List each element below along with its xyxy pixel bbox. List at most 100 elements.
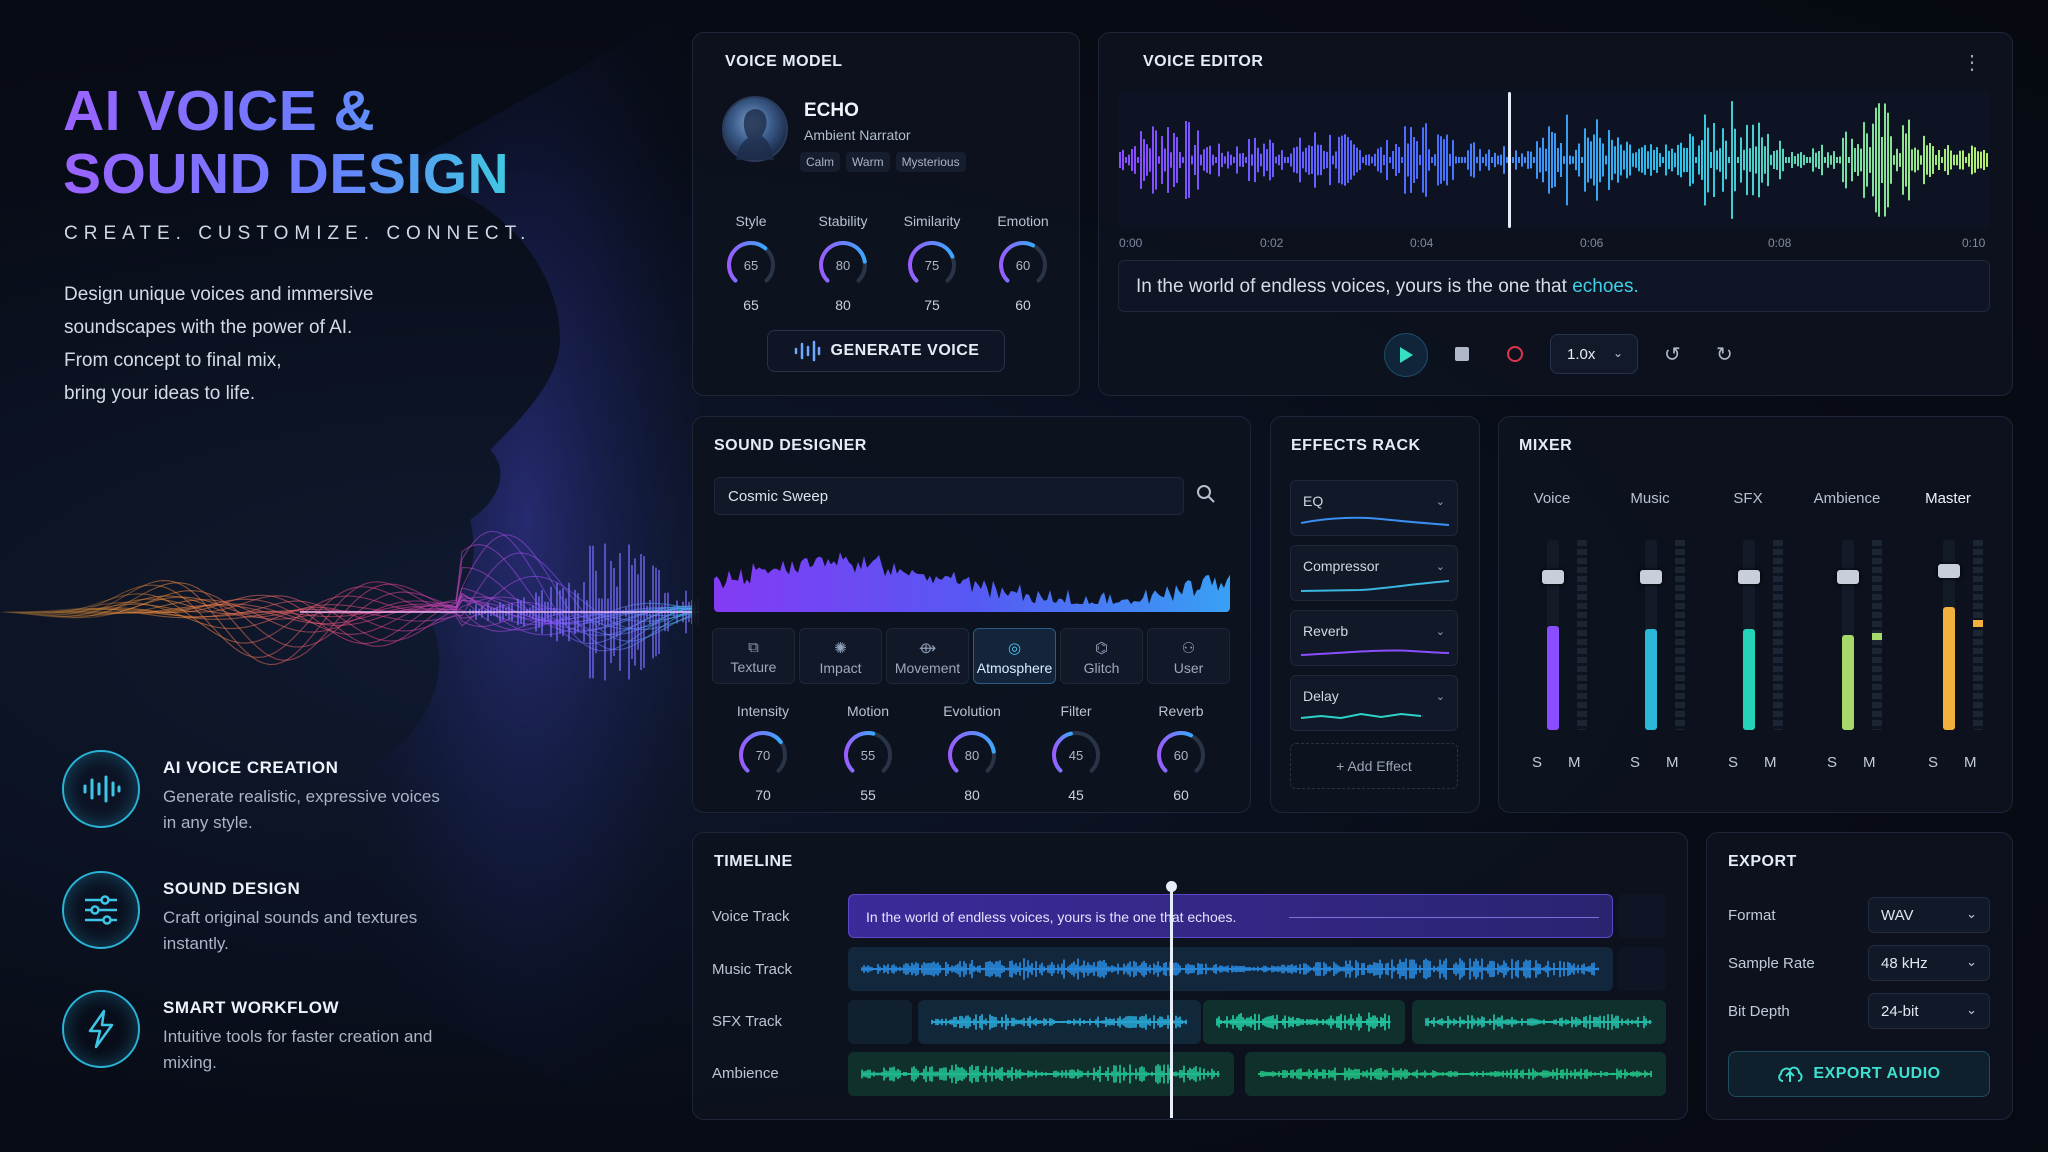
voice-clip-empty[interactable] <box>1618 894 1666 938</box>
sfx-clip[interactable] <box>918 1000 1201 1044</box>
sfx-clip-waveform <box>1216 1012 1391 1032</box>
solo-button[interactable]: S <box>1928 754 1939 771</box>
play-button[interactable] <box>1384 333 1428 377</box>
sfx-clip[interactable] <box>848 1000 912 1044</box>
solo-button[interactable]: S <box>1827 754 1838 771</box>
mute-button[interactable]: M <box>1964 754 1977 771</box>
music-clip[interactable] <box>848 947 1613 991</box>
ambience-clip[interactable] <box>1245 1052 1666 1096</box>
knob-evolution[interactable]: Evolution 80 80 <box>937 703 1007 803</box>
effect-eq[interactable]: EQ ⌄ <box>1290 480 1458 536</box>
mute-button[interactable]: M <box>1666 754 1679 771</box>
mixer-fader-master[interactable] <box>1938 540 1960 730</box>
knob-dial[interactable]: 70 <box>735 727 791 783</box>
mixer-fader-ambience[interactable] <box>1837 540 1859 730</box>
undo-icon[interactable]: ↺ <box>1664 344 1681 366</box>
chevron-down-icon[interactable]: ⌄ <box>1435 626 1445 638</box>
stop-button[interactable] <box>1455 347 1469 361</box>
effect-delay[interactable]: Delay ⌄ <box>1290 675 1458 731</box>
voice-clip[interactable]: In the world of endless voices, yours is… <box>848 894 1613 938</box>
tab-glitch[interactable]: ⌬ Glitch <box>1060 628 1143 684</box>
script-text-box[interactable]: In the world of endless voices, yours is… <box>1118 260 1990 312</box>
timeline-playhead[interactable] <box>1170 888 1173 1118</box>
tab-movement[interactable]: ⟴ Movement <box>886 628 969 684</box>
solo-button[interactable]: S <box>1630 754 1641 771</box>
search-icon[interactable] <box>1196 484 1216 509</box>
sound-category-tabs: ⧉ Texture ✺ Impact ⟴ Movement ◎ Atmosphere ⌬… <box>712 628 1230 684</box>
knob-dial[interactable]: 80 <box>944 727 1000 783</box>
solo-button[interactable]: S <box>1728 754 1739 771</box>
add-effect-button[interactable]: + Add Effect <box>1290 743 1458 789</box>
knob-center-value: 45 <box>1069 748 1083 763</box>
voice-waveform-area[interactable] <box>1118 90 1990 230</box>
sound-preview-waveform[interactable] <box>714 540 1230 612</box>
knob-dial[interactable]: 65 <box>723 237 779 293</box>
bit-depth-select[interactable]: 24-bit ⌄ <box>1868 993 1990 1029</box>
record-button[interactable] <box>1507 346 1523 362</box>
fader-handle[interactable] <box>1640 570 1662 584</box>
knob-filter[interactable]: Filter 45 45 <box>1041 703 1111 803</box>
sfx-clip[interactable] <box>1203 1000 1405 1044</box>
feature-title: AI VOICE CREATION <box>163 758 339 777</box>
tab-impact[interactable]: ✺ Impact <box>799 628 882 684</box>
knob-dial[interactable]: 60 <box>995 237 1051 293</box>
export-audio-button[interactable]: EXPORT AUDIO <box>1728 1051 1990 1097</box>
voice-tag[interactable]: Warm <box>846 152 890 172</box>
mixer-fader-voice[interactable] <box>1542 540 1564 730</box>
sample-rate-select[interactable]: 48 kHz ⌄ <box>1868 945 1990 981</box>
playhead[interactable] <box>1508 92 1511 228</box>
voice-tag[interactable]: Mysterious <box>895 152 966 172</box>
script-text-highlight: echoes. <box>1572 276 1639 297</box>
format-value: WAV <box>1881 907 1914 924</box>
generate-voice-label: GENERATE VOICE <box>830 342 980 359</box>
knob-value: 80 <box>835 297 851 313</box>
mute-button[interactable]: M <box>1568 754 1581 771</box>
chevron-down-icon[interactable]: ⌄ <box>1435 561 1445 573</box>
knob-reverb[interactable]: Reverb 60 60 <box>1146 703 1216 803</box>
mixer-fader-sfx[interactable] <box>1738 540 1760 730</box>
fader-handle[interactable] <box>1738 570 1760 584</box>
more-options-icon[interactable]: ⋮ <box>1962 52 1982 74</box>
tab-texture[interactable]: ⧉ Texture <box>712 628 795 684</box>
knob-dial[interactable]: 60 <box>1153 727 1209 783</box>
fader-handle[interactable] <box>1837 570 1859 584</box>
chevron-down-icon[interactable]: ⌄ <box>1435 691 1445 703</box>
format-select[interactable]: WAV ⌄ <box>1868 897 1990 933</box>
mixer-fader-music[interactable] <box>1640 540 1662 730</box>
knob-similarity[interactable]: Similarity 75 75 <box>897 213 967 313</box>
redo-icon[interactable]: ↻ <box>1716 344 1733 366</box>
level-meter <box>1973 540 1983 730</box>
chevron-down-icon[interactable]: ⌄ <box>1435 496 1445 508</box>
knob-dial[interactable]: 55 <box>840 727 896 783</box>
tab-atmosphere[interactable]: ◎ Atmosphere <box>973 628 1056 684</box>
knob-dial[interactable]: 75 <box>904 237 960 293</box>
knob-motion[interactable]: Motion 55 55 <box>833 703 903 803</box>
avatar[interactable] <box>722 96 788 162</box>
fader-handle[interactable] <box>1542 570 1564 584</box>
solo-button[interactable]: S <box>1532 754 1543 771</box>
speed-select[interactable]: 1.0x ⌄ <box>1550 334 1638 374</box>
knob-style[interactable]: Style 65 65 <box>716 213 786 313</box>
fader-handle[interactable] <box>1938 564 1960 578</box>
glitch-icon: ⌬ <box>1094 640 1109 657</box>
tab-user[interactable]: ⚇ User <box>1147 628 1230 684</box>
effect-reverb[interactable]: Reverb ⌄ <box>1290 610 1458 666</box>
mute-button[interactable]: M <box>1764 754 1777 771</box>
knob-dial[interactable]: 45 <box>1048 727 1104 783</box>
movement-icon: ⟴ <box>918 640 937 657</box>
generate-voice-button[interactable]: GENERATE VOICE <box>767 330 1005 372</box>
playhead-handle[interactable] <box>1166 881 1177 892</box>
sound-search-input[interactable]: Cosmic Sweep <box>714 477 1184 515</box>
mute-button[interactable]: M <box>1863 754 1876 771</box>
knob-stability[interactable]: Stability 80 80 <box>808 213 878 313</box>
knob-emotion[interactable]: Emotion 60 60 <box>988 213 1058 313</box>
sfx-clip[interactable] <box>1412 1000 1666 1044</box>
knob-value: 80 <box>964 787 980 803</box>
knob-intensity[interactable]: Intensity 70 70 <box>728 703 798 803</box>
ambience-clip[interactable] <box>848 1052 1234 1096</box>
effect-compressor[interactable]: Compressor ⌄ <box>1290 545 1458 601</box>
knob-dial[interactable]: 80 <box>815 237 871 293</box>
voice-tag[interactable]: Calm <box>800 152 841 172</box>
music-clip-empty[interactable] <box>1618 947 1666 991</box>
level-meter <box>1773 540 1783 730</box>
